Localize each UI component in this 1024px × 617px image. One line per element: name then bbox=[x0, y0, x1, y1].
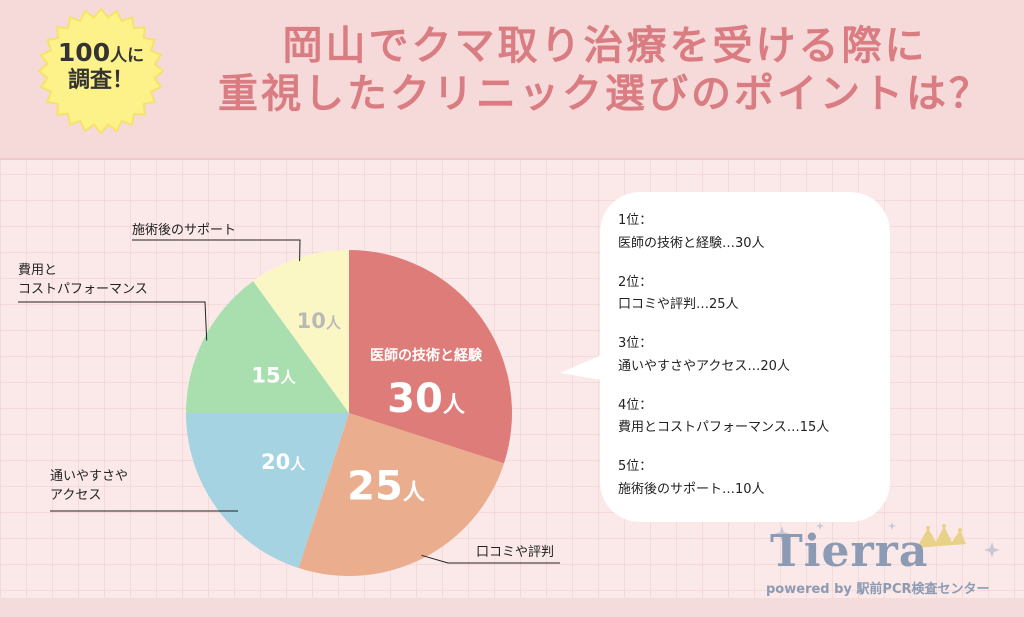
logo-tagline: powered by 駅前PCR検査センター bbox=[766, 582, 990, 597]
ranking-text: 費用とコストパフォーマンス…15人 bbox=[618, 420, 830, 436]
sparkle-crown-icon bbox=[774, 522, 1000, 558]
ranking-rank: 2位： bbox=[618, 274, 653, 290]
title-line1: 岡山でクマ取り治療を受ける際に bbox=[282, 23, 928, 69]
slice-category-label: 医師の技術と経験 bbox=[370, 347, 483, 364]
badge-count-suffix: 人に bbox=[110, 46, 145, 66]
logo-name: Tierra bbox=[770, 526, 929, 577]
pie-slice bbox=[349, 250, 512, 464]
tierra-logo: Tierra powered by 駅前PCR検査センター bbox=[760, 520, 1010, 598]
bottom-strip bbox=[0, 598, 1024, 617]
pie-slice bbox=[186, 413, 349, 569]
badge-count: 100 bbox=[57, 38, 111, 67]
label-reviews: 口コミや評判 bbox=[476, 545, 555, 560]
ranking-rank: 1位： bbox=[618, 213, 653, 228]
starburst-icon bbox=[37, 7, 165, 135]
survey-badge: 100人に 調査！ bbox=[36, 6, 166, 136]
label-cost-line2: コストパフォーマンス bbox=[18, 281, 148, 297]
pie-slice bbox=[186, 281, 349, 413]
label-cost: 費用と コストパフォーマンス bbox=[18, 262, 148, 300]
label-support: 施術後のサポート bbox=[132, 223, 237, 238]
slice-value-label: 20人 bbox=[261, 450, 306, 474]
slice-value-label: 30人 bbox=[387, 376, 465, 422]
ranking-rank: 4位： bbox=[618, 397, 653, 413]
page-title: 岡山でクマ取り治療を受ける際に 重視したクリニック選びのポイントは？ bbox=[190, 22, 1020, 118]
label-access-line2: アクセス bbox=[50, 487, 102, 503]
ranking-text: 通いやすさやアクセス…20人 bbox=[618, 358, 790, 374]
ranking-bubble bbox=[600, 192, 890, 522]
ranking-rank: 3位： bbox=[618, 336, 653, 351]
ranking-text: 施術後のサポート…10人 bbox=[618, 481, 765, 497]
ranking-item: 4位： 費用とコストパフォーマンス…15人 bbox=[618, 395, 888, 441]
ranking-text: 医師の技術と経験…30人 bbox=[618, 235, 765, 251]
ranking-list: 1位： 医師の技術と経験…30人 2位： 口コミや評判…25人 3位： 通いやす… bbox=[618, 210, 888, 518]
ranking-text: 口コミや評判…25人 bbox=[618, 297, 739, 313]
pie-slice bbox=[298, 413, 505, 576]
header-banner: 100人に 調査！ 岡山でクマ取り治療を受ける際に 重視したクリニック選びのポイ… bbox=[0, 0, 1024, 160]
title-line2: 重視したクリニック選びのポイントは？ bbox=[218, 71, 992, 117]
label-cost-line1: 費用と bbox=[18, 263, 58, 278]
ranking-item: 3位： 通いやすさやアクセス…20人 bbox=[618, 333, 888, 379]
ranking-item: 1位： 医師の技術と経験…30人 bbox=[618, 210, 888, 256]
leader-line-support bbox=[132, 239, 301, 262]
slice-value-label: 15人 bbox=[251, 364, 296, 388]
ranking-rank: 5位： bbox=[618, 459, 653, 474]
pie-slice bbox=[253, 250, 349, 413]
ranking-item: 5位： 施術後のサポート…10人 bbox=[618, 456, 888, 502]
leader-line-reviews bbox=[421, 554, 560, 564]
slice-value-label: 10人 bbox=[297, 309, 342, 333]
label-access-line1: 通いやすさや bbox=[50, 469, 129, 484]
ranking-item: 2位： 口コミや評判…25人 bbox=[618, 272, 888, 318]
slice-value-label: 25人 bbox=[347, 464, 425, 510]
leader-line-cost bbox=[18, 301, 208, 341]
badge-line2: 調査！ bbox=[67, 67, 134, 93]
label-access: 通いやすさや アクセス bbox=[50, 468, 128, 506]
